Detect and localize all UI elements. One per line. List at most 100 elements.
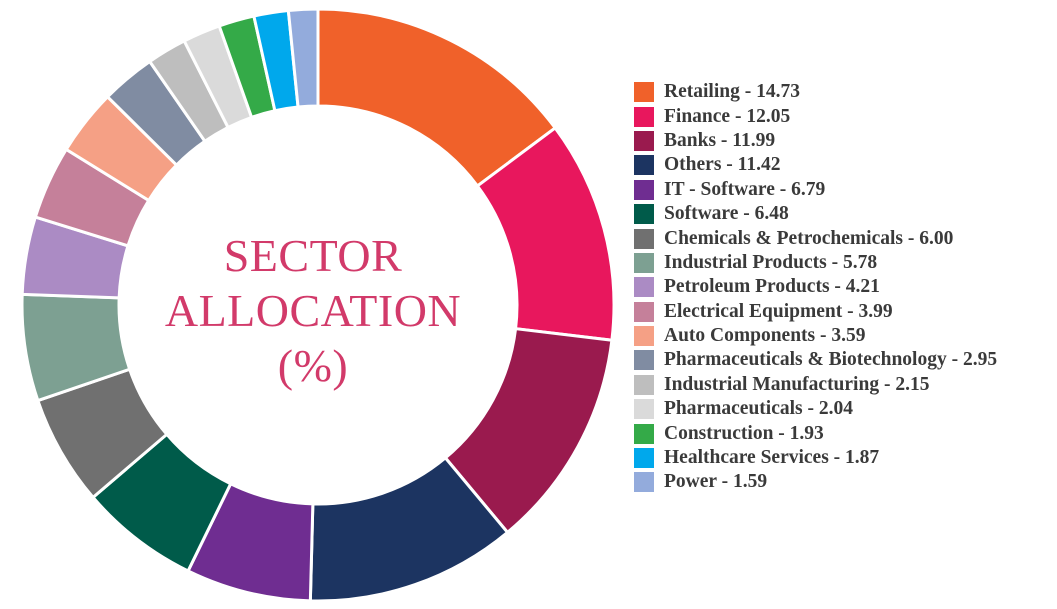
legend-label-value: 14.73 — [756, 81, 800, 103]
legend-label: Electrical Equipment - 3.99 — [664, 301, 893, 323]
legend-label-separator: - — [815, 325, 832, 347]
legend-label-name: Others — [664, 154, 722, 176]
legend-label-separator: - — [773, 422, 790, 444]
legend-label-separator: - — [946, 349, 963, 371]
legend-item-pharmaceuticals-and-biotechnology: Pharmaceuticals & Biotechnology - 2.95 — [634, 348, 1054, 372]
legend-label-separator: - — [721, 154, 738, 176]
legend-label-value: 4.21 — [845, 276, 880, 298]
legend-label-value: 11.42 — [737, 154, 781, 176]
legend-label-value: 2.95 — [962, 349, 998, 371]
legend-swatch — [634, 448, 654, 469]
legend-label: Finance - 12.05 — [664, 106, 790, 128]
center-title-line-2: ALLOCATION — [164, 285, 462, 336]
legend-label-name: Pharmaceuticals & Biotechnology — [664, 349, 947, 371]
legend-label: Auto Components - 3.59 — [664, 325, 866, 347]
legend-item-banks: Banks - 11.99 — [634, 129, 1054, 153]
legend-swatch — [634, 179, 654, 200]
legend-label-separator: - — [842, 300, 859, 322]
legend-item-pharmaceuticals: Pharmaceuticals - 2.04 — [634, 397, 1054, 421]
legend-label-value: 6.79 — [791, 178, 826, 200]
legend-swatch — [634, 204, 654, 225]
legend-label-separator: - — [828, 447, 846, 469]
donut-slices — [20, 7, 616, 603]
legend-swatch — [634, 130, 654, 151]
legend-label-name: Industrial Manufacturing — [664, 373, 880, 395]
center-title-line-1: SECTOR — [223, 230, 403, 281]
center-title-line-3: (%) — [277, 340, 349, 391]
legend-label-value: 3.99 — [858, 300, 893, 322]
legend-label-value: 3.59 — [831, 325, 866, 347]
legend-swatch — [634, 350, 654, 371]
legend-label-name: Power — [664, 471, 717, 493]
legend-item-power: Power - 1.59 — [634, 470, 1054, 494]
legend-label: IT - Software - 6.79 — [664, 179, 825, 201]
legend-item-industrial-products: Industrial Products - 5.78 — [634, 251, 1054, 275]
legend-swatch — [634, 252, 654, 273]
legend-label: Pharmaceuticals - 2.04 — [664, 398, 853, 420]
legend-label-separator: - — [802, 398, 819, 420]
legend-label-value: 2.04 — [818, 398, 854, 420]
legend-label: Pharmaceuticals & Biotechnology - 2.95 — [664, 349, 997, 371]
legend-item-it-software: IT - Software - 6.79 — [634, 178, 1054, 202]
legend-label-value: 2.15 — [895, 373, 930, 395]
legend-label-name: Electrical Equipment — [664, 300, 843, 322]
legend-swatch — [634, 374, 654, 395]
legend-label-name: Healthcare Services — [664, 447, 829, 469]
legend-label-name: Industrial Products — [664, 251, 827, 273]
legend-label-name: IT - Software — [664, 178, 775, 200]
legend-label: Banks - 11.99 — [664, 130, 775, 152]
legend-swatch — [634, 228, 654, 249]
legend-label-value: 1.93 — [789, 422, 824, 444]
legend-item-retailing: Retailing - 14.73 — [634, 80, 1054, 104]
legend-item-construction: Construction - 1.93 — [634, 421, 1054, 445]
legend-label: Power - 1.59 — [664, 471, 767, 493]
legend-label: Construction - 1.93 — [664, 423, 824, 445]
legend-item-petroleum-products: Petroleum Products - 4.21 — [634, 275, 1054, 299]
legend-label-name: Pharmaceuticals — [664, 398, 803, 420]
legend-swatch — [634, 155, 654, 176]
legend-label-separator: - — [826, 251, 843, 273]
chart-center-title: SECTOR ALLOCATION (%) — [163, 228, 463, 393]
legend-label-name: Chemicals & Petrochemicals — [664, 227, 903, 249]
legend-item-healthcare-services: Healthcare Services - 1.87 — [634, 446, 1054, 470]
legend-swatch — [634, 423, 654, 444]
legend-label: Petroleum Products - 4.21 — [664, 276, 880, 298]
legend-label-name: Construction — [664, 422, 774, 444]
legend-label: Others - 11.42 — [664, 154, 780, 176]
legend-label-name: Retailing — [664, 81, 740, 103]
legend-label: Industrial Manufacturing - 2.15 — [664, 374, 929, 396]
legend-label-value: 6.48 — [754, 203, 789, 225]
legend-item-software: Software - 6.48 — [634, 202, 1054, 226]
legend-label-value: 11.99 — [732, 129, 776, 151]
legend-label-separator: - — [716, 471, 733, 493]
chart-legend: Retailing - 14.73 Finance - 12.05 Banks - … — [634, 80, 1054, 495]
legend-label-value: 5.78 — [842, 251, 878, 273]
legend-label-separator: - — [739, 81, 757, 103]
legend-label-name: Software — [664, 203, 739, 225]
legend-label: Healthcare Services - 1.87 — [664, 447, 879, 469]
legend-swatch — [634, 326, 654, 347]
legend-swatch — [634, 277, 654, 298]
legend-swatch — [634, 301, 654, 322]
legend-swatch — [634, 106, 654, 127]
legend-item-electrical-equipment: Electrical Equipment - 3.99 — [634, 300, 1054, 324]
donut-chart — [20, 7, 616, 603]
legend-item-others: Others - 11.42 — [634, 153, 1054, 177]
legend-item-industrial-manufacturing: Industrial Manufacturing - 2.15 — [634, 373, 1054, 397]
donut-slice-power — [286, 7, 320, 109]
legend-item-finance: Finance - 12.05 — [634, 104, 1054, 128]
legend-label-separator: - — [774, 178, 792, 200]
legend-label-separator: - — [716, 129, 733, 151]
legend-label-separator: - — [730, 105, 747, 127]
legend-label: Industrial Products - 5.78 — [664, 252, 877, 274]
legend-label-value: 1.59 — [732, 471, 768, 493]
legend-label: Chemicals & Petrochemicals - 6.00 — [664, 228, 953, 250]
legend-item-chemicals-and-petrochemicals: Chemicals & Petrochemicals - 6.00 — [634, 226, 1054, 250]
legend-label-value: 12.05 — [746, 105, 791, 127]
legend-label: Software - 6.48 — [664, 203, 789, 225]
legend-label: Retailing - 14.73 — [664, 81, 800, 103]
legend-label-value: 6.00 — [919, 227, 954, 249]
legend-label-separator: - — [879, 373, 896, 395]
legend-item-auto-components: Auto Components - 3.59 — [634, 324, 1054, 348]
